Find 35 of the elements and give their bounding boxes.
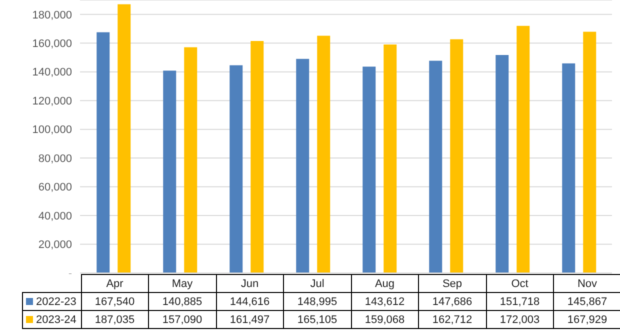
data-label: 167,540	[81, 292, 148, 310]
y-tick-label: 180,000	[32, 9, 72, 22]
legend-label: 2022-23	[22, 292, 81, 310]
data-label: 148,995	[284, 292, 351, 310]
data-label: 161,497	[216, 310, 284, 328]
data-label: 187,035	[81, 310, 148, 328]
y-tick-label: 100,000	[32, 124, 72, 136]
data-label: 162,712	[418, 310, 486, 328]
y-tick-label: 80,000	[38, 152, 72, 165]
x-tick-label: Aug	[351, 274, 418, 292]
y-tick-label: 60,000	[38, 182, 72, 194]
y-tick-label: 120,000	[32, 95, 72, 108]
y-tick-label: 160,000	[32, 38, 72, 50]
legend-label: 2023-24	[22, 310, 81, 328]
data-label: 151,718	[486, 292, 554, 310]
x-tick-label: Jul	[284, 274, 351, 292]
data-label: 172,003	[486, 310, 554, 328]
data-label: 157,090	[148, 310, 216, 328]
y-tick-label: 40,000	[38, 210, 72, 222]
data-label: 167,929	[554, 310, 620, 328]
data-label: 159,068	[351, 310, 418, 328]
x-tick-label: Nov	[554, 274, 620, 292]
data-label: 143,612	[351, 292, 418, 310]
data-label: 147,686	[418, 292, 486, 310]
data-label: 145,867	[554, 292, 620, 310]
data-label: 165,105	[284, 310, 351, 328]
x-tick-label: May	[148, 274, 216, 292]
y-tick-label: 140,000	[32, 66, 72, 79]
x-tick-label: Oct	[486, 274, 554, 292]
data-label: 140,885	[148, 292, 216, 310]
x-tick-label: Sep	[418, 274, 486, 292]
x-tick-label: Jun	[216, 274, 284, 292]
y-tick-label: 20,000	[38, 239, 72, 252]
x-tick-label: Apr	[81, 274, 148, 292]
data-label: 144,616	[216, 292, 284, 310]
